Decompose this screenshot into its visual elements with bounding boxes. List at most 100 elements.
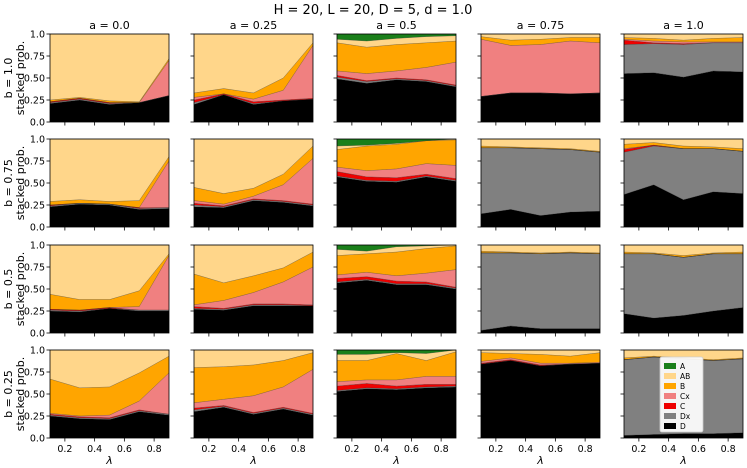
band-edge-Cx-r1-c4	[623, 144, 744, 152]
area-Dx-r0-c4	[624, 42, 743, 78]
legend-swatch-C	[664, 403, 676, 409]
panel-r0-c3: a = 0.75	[477, 19, 601, 126]
area-D-r2-c2	[337, 280, 456, 333]
band-edge-Cx-r2-c4	[624, 253, 743, 258]
row-ylabel-0: stacked prob.	[14, 41, 27, 116]
area-AB-r2-c2	[337, 245, 456, 256]
band-edge-D-r3-c2	[336, 386, 457, 392]
y-tick-label-r3-1: 0.25	[24, 412, 45, 423]
band-edge-B-r2-c2	[336, 245, 457, 256]
area-B-r1-c4	[624, 142, 743, 152]
area-AB-r1-c1	[194, 139, 313, 194]
band-edge-B-r2-c3	[480, 250, 601, 254]
area-C-r3-c2	[337, 383, 456, 391]
area-AB-r3-c1	[194, 350, 313, 368]
x-tick-label-c0-3: 0.8	[147, 444, 162, 455]
y-tick-label-r1-1: 0.25	[24, 201, 45, 212]
band-edge-Cx-r0-c2	[336, 61, 457, 74]
panel-r0-c1: a = 0.25	[190, 19, 314, 126]
x-tick-label-c2-1: 0.4	[374, 444, 389, 455]
band-edge-Cx-r2-c3	[481, 252, 601, 255]
panel-r2-c3	[477, 244, 601, 337]
band-edge-Cx-r1-c3	[481, 147, 601, 153]
x-tick-label-c0-1: 0.4	[87, 444, 102, 455]
area-AB-r3-c0	[50, 350, 169, 388]
band-edge-Cx-r0-c4	[623, 39, 743, 43]
band-edge-B-r2-c1	[193, 251, 314, 284]
x-tick-label-c3-3: 0.8	[578, 444, 593, 455]
panel-r1-c4	[620, 138, 744, 231]
panel-r2-c4	[620, 244, 744, 337]
band-edge-B-r0-c1	[193, 42, 314, 94]
figure-suptitle: H = 20, L = 20, D = 5, d = 1.0	[274, 3, 473, 18]
area-Dx-r3-c2	[337, 386, 456, 392]
area-Cx-r1-c1	[194, 158, 313, 206]
band-edge-Cx-r3-c3	[480, 357, 601, 364]
panel-r3-c2: 0.2 0.4 0.6 0.8 λ	[333, 349, 457, 467]
area-Cx-r3-c0	[50, 372, 169, 418]
area-B-r3-c2	[337, 351, 456, 382]
area-Cx-r2-c1	[194, 267, 313, 309]
legend-label-AB: AB	[680, 372, 690, 381]
band-edge-D-r3-c1	[193, 406, 314, 416]
area-AB-r0-c4	[624, 34, 743, 41]
area-D-r1-c2	[337, 176, 456, 227]
y-tick-label-r3-3: 0.75	[24, 368, 45, 379]
band-edge-D-r3-c0	[49, 411, 170, 420]
band-edge-Cx-r0-c0	[49, 60, 170, 103]
y-tick-label-r0-2: 0.50	[24, 74, 45, 85]
y-tick-label-r3-2: 0.50	[24, 390, 45, 401]
band-edge-Cx-r1-c0	[49, 160, 170, 208]
band-edge-C-r2-c2	[336, 276, 457, 288]
panel-r1-c1	[190, 138, 314, 231]
area-D-r2-c3	[481, 325, 600, 333]
y-tick-label-r1-3: 0.75	[24, 157, 45, 168]
band-edge-B-r2-c0	[49, 253, 170, 300]
y-tick-label-r2-0: 0.0	[30, 329, 45, 340]
legend-swatch-B	[664, 383, 676, 389]
band-edge-C-r3-c1	[193, 405, 314, 414]
area-D-r2-c0	[50, 308, 169, 333]
area-B-r2-c4	[624, 252, 743, 258]
legend-label-B: B	[680, 382, 685, 391]
panel-r0-c0: 0.0 0.25 0.50 0.75 1.0 a = 0.0 b = 1.0 stacked …	[2, 19, 170, 129]
area-Cx-r0-c2	[337, 62, 456, 86]
band-edge-D-r2-c1	[193, 305, 313, 311]
band-edge-Cx-r1-c1	[193, 158, 314, 205]
panel-r2-c2	[333, 244, 457, 337]
area-Dx-r1-c3	[481, 147, 600, 216]
x-axis-label-c2: λ	[392, 454, 400, 467]
y-tick-label-r0-3: 0.75	[24, 52, 45, 63]
band-edge-B-r1-c3	[480, 145, 601, 152]
row-ylabel-2: stacked prob.	[14, 252, 27, 327]
band-edge-Dx-r3-c0	[49, 410, 170, 419]
band-edge-C-r2-c1	[193, 303, 314, 309]
area-D-r1-c4	[624, 184, 743, 227]
area-D-r1-c3	[481, 209, 600, 227]
area-C-r3-c1	[194, 405, 313, 415]
area-B-r1-c2	[337, 139, 456, 171]
row-label-3: b = 0.25	[2, 370, 15, 418]
band-edge-Cx-r0-c3	[480, 39, 601, 46]
area-AB-r2-c3	[481, 245, 600, 253]
band-edge-Dx-r0-c2	[336, 76, 457, 87]
band-edge-AB-r1-c2	[336, 138, 457, 147]
column-title-0: a = 0.0	[89, 19, 129, 32]
band-edge-D-r0-c2	[336, 78, 457, 88]
band-edge-Dx-r3-c1	[193, 406, 314, 415]
legend-label-Dx: Dx	[680, 412, 691, 421]
x-tick-label-c1-2: 0.6	[261, 444, 276, 455]
band-edge-D-r1-c4	[623, 184, 744, 200]
x-tick-label-c4-3: 0.8	[721, 444, 736, 455]
legend-swatch-Dx	[664, 413, 676, 419]
band-edge-Cx-r2-c2	[336, 269, 457, 277]
x-tick-label-c4-2: 0.6	[691, 444, 706, 455]
area-C-r1-c2	[337, 171, 456, 182]
band-edge-C-r3-c2	[336, 383, 456, 387]
band-edge-B-r3-c0	[49, 355, 170, 389]
x-tick-label-c0-2: 0.6	[117, 444, 132, 455]
band-edge-B-r1-c0	[49, 156, 170, 202]
band-edge-C-r0-c1	[193, 93, 314, 103]
x-axis-label-c0: λ	[105, 454, 113, 467]
y-tick-label-r1-0: 0.0	[30, 223, 45, 234]
